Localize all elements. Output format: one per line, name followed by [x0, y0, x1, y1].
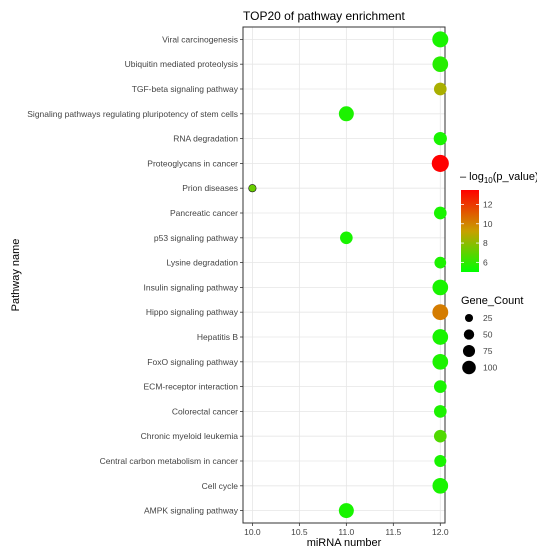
color-legend-title-suffix: (p_value)	[493, 171, 537, 183]
x-tick-label: 11.5	[385, 527, 401, 537]
x-tick-labels: 10.0 10.5 11.0 11.5 12.0	[244, 523, 449, 537]
data-point	[432, 353, 449, 370]
data-point	[433, 429, 447, 443]
size-legend-dot	[463, 329, 475, 340]
size-legend-label: 100	[483, 363, 497, 373]
data-point	[432, 31, 449, 48]
color-legend-title-subscript: 10	[484, 176, 493, 185]
data-point	[433, 131, 447, 146]
y-tick-label: Central carbon metabolism in cancer	[100, 456, 239, 466]
data-point	[433, 380, 447, 393]
color-legend-ticks: 12 10 8 6	[461, 199, 493, 267]
y-tick-label: Lysine degradation	[166, 258, 238, 268]
data-point	[338, 106, 354, 122]
color-legend-title-prefix: – log	[460, 171, 484, 183]
x-axis-title: miRNA number	[307, 537, 382, 549]
y-tick-label: RNA degradation	[173, 134, 238, 144]
data-point	[434, 256, 447, 269]
data-point	[433, 405, 447, 418]
size-legend-dot	[462, 360, 476, 375]
y-tick-label: Hepatitis B	[197, 332, 238, 342]
data-point	[434, 454, 447, 468]
panel-border	[242, 26, 446, 524]
x-tick-label: 12.0	[432, 527, 449, 537]
data-point	[248, 184, 257, 193]
y-tick-label: Cell cycle	[202, 481, 239, 491]
y-tick-label: Proteoglycans in cancer	[147, 158, 238, 168]
points-layer	[248, 31, 449, 519]
y-tick-label: TGF-beta signaling pathway	[132, 84, 239, 94]
y-axis-title: Pathway name	[10, 239, 22, 312]
data-point	[432, 477, 449, 494]
chart-title: TOP20 of pathway enrichment	[243, 9, 406, 23]
size-legend-label: 25	[483, 313, 493, 323]
y-tick-label: Colorectal cancer	[172, 406, 238, 416]
size-legend-label: 50	[483, 330, 493, 340]
y-tick-label: Pancreatic cancer	[170, 208, 238, 218]
x-tick-label: 10.0	[244, 527, 261, 537]
data-point	[432, 279, 449, 296]
y-tick-label: Chronic myeloid leukemia	[141, 431, 239, 441]
size-legend-dot	[464, 313, 474, 323]
data-point	[433, 206, 447, 220]
y-tick-label: AMPK signaling pathway	[144, 506, 239, 516]
color-legend-tick-label: 10	[483, 219, 493, 229]
color-legend-bar	[461, 190, 479, 272]
panel-grid	[243, 27, 445, 523]
data-point	[432, 329, 449, 345]
y-tick-label: FoxO signaling pathway	[147, 357, 238, 367]
x-tick-label: 11.0	[338, 527, 354, 537]
y-tick-label: p53 signaling pathway	[154, 233, 239, 243]
y-tick-label: Ubiquitin mediated proteolysis	[125, 59, 238, 69]
size-legend-items: 25 50 75 100	[462, 313, 497, 375]
data-point	[338, 503, 354, 519]
color-legend-tick-label: 6	[483, 257, 488, 267]
y-tick-label: ECM-receptor interaction	[144, 382, 239, 392]
y-tick-label: Hippo signaling pathway	[146, 307, 239, 317]
data-point	[340, 231, 353, 245]
y-tick-labels: Viral carcinogenesis Ubiquitin mediated p…	[27, 34, 243, 516]
data-point	[431, 154, 449, 172]
size-legend-dot	[462, 344, 476, 358]
data-point	[432, 56, 449, 73]
color-legend-tick-label: 8	[483, 238, 488, 248]
color-legend-title: – log10(p_value)	[460, 171, 537, 185]
data-point	[432, 304, 449, 321]
size-legend: Gene_Count 25 50 75 100	[461, 295, 523, 375]
y-tick-label: Viral carcinogenesis	[162, 34, 238, 44]
y-tick-label: Insulin signaling pathway	[143, 282, 238, 292]
size-legend-label: 75	[483, 346, 493, 356]
color-legend-tick-label: 12	[483, 199, 493, 209]
y-tick-label: Prion diseases	[182, 183, 238, 193]
data-point	[433, 82, 447, 96]
x-tick-label: 10.5	[291, 527, 308, 537]
y-tick-label: Signaling pathways regulating pluripoten…	[27, 109, 238, 119]
size-legend-title: Gene_Count	[461, 295, 523, 307]
